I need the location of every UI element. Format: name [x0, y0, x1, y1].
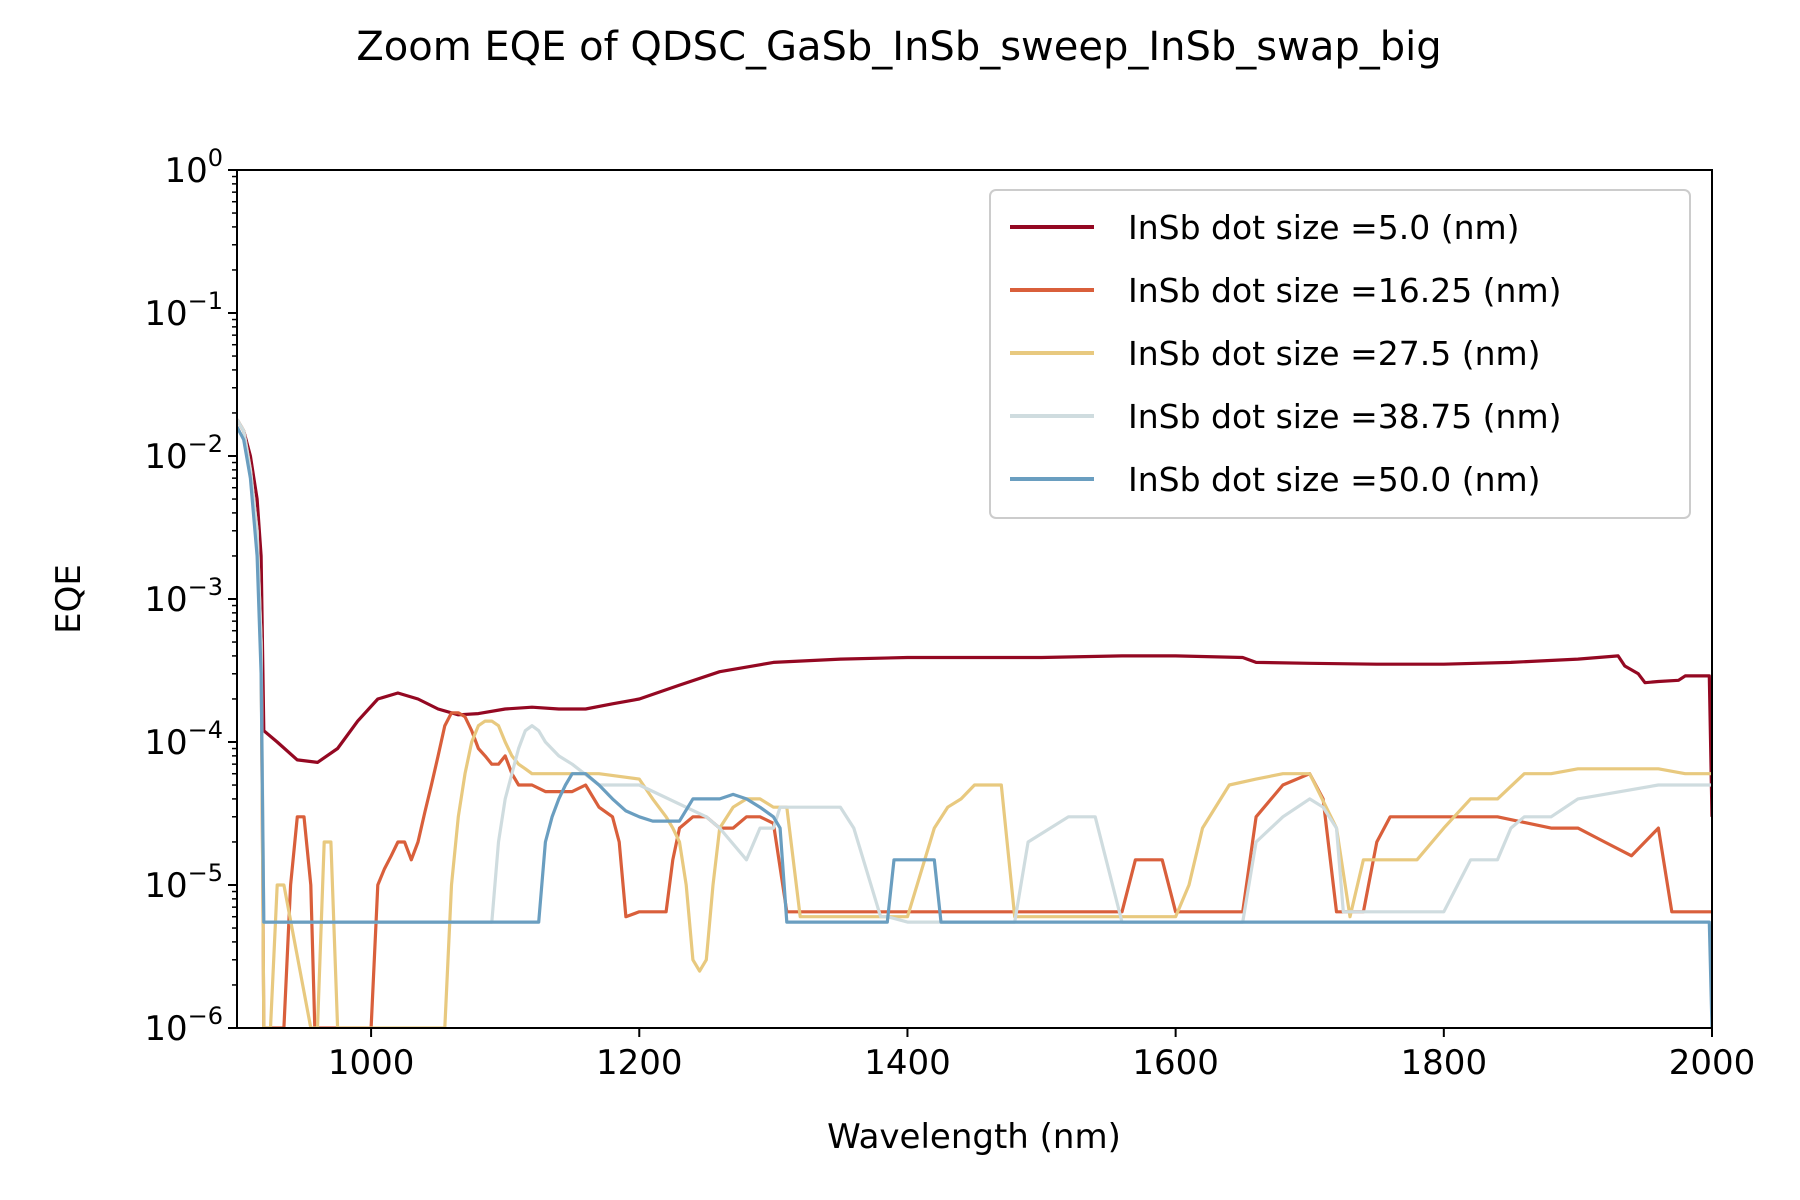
legend-box [989, 189, 1691, 519]
x-tick-label: 1200 [596, 1043, 683, 1083]
legend-label-1: InSb dot size =5.0 (nm) [1128, 208, 1520, 247]
series-line-2 [237, 418, 1712, 1028]
y-axis-label: EQE [49, 564, 89, 634]
y-tick-label: 10−3 [144, 573, 223, 620]
legend-label-4: InSb dot size =38.75 (nm) [1128, 397, 1562, 436]
series-line-1 [237, 418, 1712, 817]
x-tick-label: 1600 [1132, 1043, 1219, 1083]
x-tick-label: 1800 [1401, 1043, 1488, 1083]
series-layer [237, 418, 1712, 1028]
legend: InSb dot size =5.0 (nm) InSb dot size =16… [989, 189, 1691, 519]
legend-label-3: InSb dot size =27.5 (nm) [1128, 334, 1541, 373]
legend-label-5: InSb dot size =50.0 (nm) [1128, 460, 1541, 499]
x-axis-label: Wavelength (nm) [827, 1117, 1121, 1157]
y-tick-label: 100 [164, 144, 223, 191]
chart-title: Zoom EQE of QDSC_GaSb_InSb_sweep_InSb_sw… [356, 24, 1441, 70]
y-tick-label: 10−1 [144, 287, 223, 334]
legend-label-2: InSb dot size =16.25 (nm) [1128, 271, 1562, 310]
y-axis: 10−6 10−5 10−4 10−3 10−2 10−1 100 [144, 144, 237, 1049]
x-tick-label: 1400 [864, 1043, 951, 1083]
y-tick-label: 10−2 [144, 430, 223, 477]
x-tick-label: 2000 [1669, 1043, 1756, 1083]
x-tick-label: 1000 [328, 1043, 415, 1083]
y-tick-label: 10−4 [144, 716, 223, 763]
y-tick-label: 10−5 [144, 859, 223, 906]
series-line-5 [237, 426, 1712, 1028]
y-tick-label: 10−6 [144, 1002, 223, 1049]
series-line-4 [237, 418, 1712, 924]
x-axis: 1000 1200 1400 1600 1800 2000 [328, 1028, 1755, 1083]
